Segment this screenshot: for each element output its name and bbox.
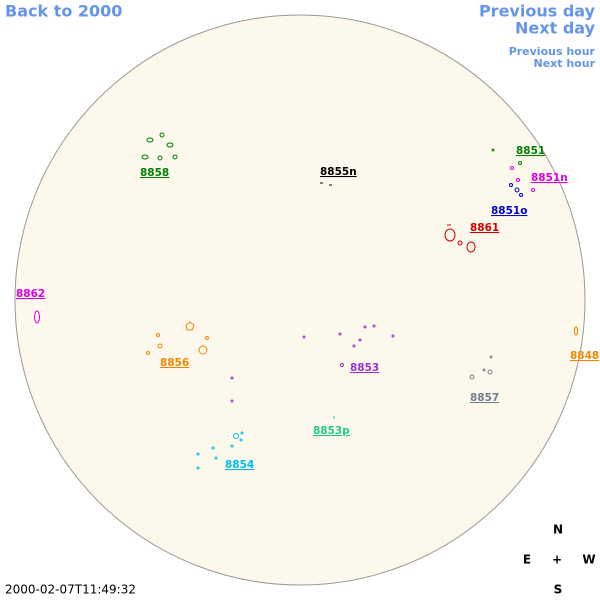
- region-label: 8854: [225, 459, 254, 471]
- region-label: 8862: [16, 288, 45, 300]
- next-day-link[interactable]: Next day: [515, 19, 596, 38]
- region-label: 8853p: [313, 425, 350, 437]
- region-label: 8851o: [491, 205, 527, 217]
- region-label: 8851: [516, 145, 545, 157]
- region-labels: 8851 8851n 8851o 8861 8855n 8858 8862 88…: [16, 145, 599, 471]
- region-label: 8855n: [320, 166, 357, 178]
- region-label: 8856: [160, 357, 189, 369]
- region-label: 8848: [570, 350, 599, 362]
- region-label: 8858: [140, 167, 169, 179]
- compass-north: N: [553, 523, 563, 537]
- sunspots: [34, 132, 578, 470]
- previous-hour-link[interactable]: Previous hour: [509, 45, 596, 58]
- compass-south: S: [554, 583, 563, 597]
- previous-day-link[interactable]: Previous day: [479, 2, 596, 21]
- region-label: 8851n: [531, 172, 568, 184]
- solar-disk: [14, 14, 586, 586]
- back-link[interactable]: Back to 2000: [5, 2, 122, 21]
- region-label: 8853: [350, 362, 379, 374]
- next-hour-link[interactable]: Next hour: [534, 57, 596, 70]
- compass-center: +: [552, 553, 562, 567]
- timestamp: 2000-02-07T11:49:32: [5, 583, 136, 597]
- compass-west: W: [582, 553, 595, 567]
- region-label: 8857: [470, 392, 499, 404]
- compass-east: E: [523, 553, 531, 567]
- compass: N E + W S: [523, 523, 596, 597]
- region-label: 8861: [470, 222, 499, 234]
